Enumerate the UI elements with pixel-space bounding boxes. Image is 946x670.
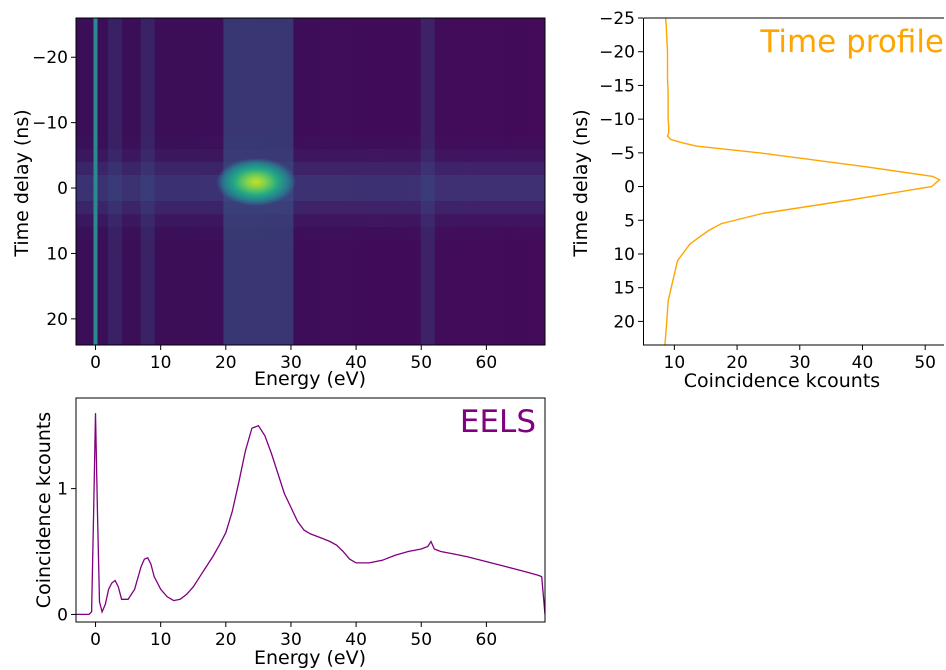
- heatmap-x-tick-label: 60: [476, 353, 498, 373]
- eels-x-tick-label: 20: [215, 630, 237, 650]
- heatmap-time-bin: [76, 201, 545, 215]
- heatmap-x-label: Energy (eV): [254, 368, 366, 390]
- heatmap-time-bin: [76, 214, 545, 228]
- heatmap-x-tick-label: 0: [90, 353, 101, 373]
- heatmap-time-bin: [76, 161, 545, 175]
- heatmap-x-tick-label: 50: [410, 353, 432, 373]
- heatmap-y-tick-label: −10: [32, 114, 68, 134]
- eels-x-ticks: 0 10 20 30 40 50 60: [90, 622, 497, 650]
- zero-loss-line: [93, 18, 98, 345]
- eels-background: [76, 398, 545, 622]
- time-profile-x-tick-label: 40: [852, 353, 874, 373]
- time-profile-y-tick-label: −5: [610, 144, 635, 164]
- eels-spectrum-line: [76, 413, 545, 616]
- time-profile-frame: [643, 17, 944, 346]
- heatmap-time-bin: [76, 227, 545, 240]
- eels-x-tick-label: 30: [280, 630, 302, 650]
- time-profile-background: [643, 18, 944, 345]
- time-profile-y-tick-label: −15: [599, 76, 635, 96]
- heatmap-x-tick-label: 40: [345, 353, 367, 373]
- heatmap-x-tick-label: 10: [150, 353, 172, 373]
- time-profile-y-tick-label: 5: [624, 211, 635, 231]
- heatmap-y-tick-label: 0: [57, 179, 68, 199]
- time-profile-x-tick-label: 10: [664, 353, 686, 373]
- time-profile-panel: Time profile 10 20 30 40 50 −25 −20 −15 −10 −5 0 5…: [570, 9, 944, 392]
- heatmap-y-tick-label: −20: [32, 48, 68, 68]
- eels-x-tick-label: 0: [90, 630, 101, 650]
- time-profile-x-tick-label: 30: [789, 353, 811, 373]
- eels-x-tick-label: 40: [345, 630, 367, 650]
- eels-y-tick-label: 1: [57, 480, 68, 500]
- eels-frame: [75, 397, 546, 623]
- eels-y-ticks: 01: [57, 480, 76, 625]
- time-profile-x-tick-label: 50: [914, 353, 936, 373]
- heatmap-y-tick-label: 10: [46, 244, 68, 264]
- heatmap-y-label: Time delay (ns): [11, 109, 33, 257]
- time-profile-y-tick-label: 15: [613, 279, 635, 299]
- heatmap-hotspot: [216, 158, 296, 206]
- time-profile-y-tick-label: 0: [624, 178, 635, 198]
- heatmap-frame: [75, 17, 546, 346]
- time-profile-y-tick-label: −20: [599, 43, 635, 63]
- time-profile-x-ticks: 10 20 30 40 50: [664, 345, 936, 373]
- heatmap-panel: 0 10 20 30 40 50 60 −20 −10 0 10 20 Energy (eV) Ti…: [11, 17, 546, 390]
- eels-x-tick-label: 60: [476, 630, 498, 650]
- heatmap-time-bin: [76, 174, 545, 189]
- heatmap-time-bin: [76, 188, 545, 202]
- eels-x-label: Energy (eV): [254, 647, 366, 669]
- eels-y-label: Coincidence kcounts: [33, 412, 55, 608]
- time-profile-x-label: Coincidence kcounts: [684, 370, 880, 392]
- eels-x-tick-label: 50: [410, 630, 432, 650]
- heatmap-time-bin: [76, 148, 545, 162]
- heatmap-x-tick-label: 20: [215, 353, 237, 373]
- heatmap-time-rows: [76, 136, 545, 240]
- eels-panel: EELS 0 10 20 30 40 50 60 01 Energy (eV) Coinci…: [33, 397, 546, 669]
- heatmap-time-bin: [76, 136, 545, 149]
- time-profile-y-tick-label: −10: [599, 110, 635, 130]
- eels-x-tick-label: 10: [150, 630, 172, 650]
- heatmap-x-ticks: 0 10 20 30 40 50 60: [90, 345, 497, 373]
- time-profile-title: Time profile: [759, 24, 944, 60]
- time-profile-line: [664, 18, 941, 345]
- time-profile-y-label: Time delay (ns): [570, 109, 592, 257]
- time-profile-x-tick-label: 20: [726, 353, 748, 373]
- eels-y-tick-label: 0: [57, 605, 68, 625]
- heatmap-y-tick-label: 20: [46, 310, 68, 330]
- time-profile-y-tick-label: 20: [613, 312, 635, 332]
- eels-title: EELS: [460, 404, 536, 440]
- time-profile-y-tick-label: 10: [613, 245, 635, 265]
- time-profile-y-ticks: −25 −20 −15 −10 −5 0 5 10 15 20: [599, 9, 643, 332]
- time-profile-y-tick-label: −25: [599, 9, 635, 29]
- heatmap-y-ticks: −20 −10 0 10 20: [32, 48, 76, 330]
- heatmap-x-tick-label: 30: [280, 353, 302, 373]
